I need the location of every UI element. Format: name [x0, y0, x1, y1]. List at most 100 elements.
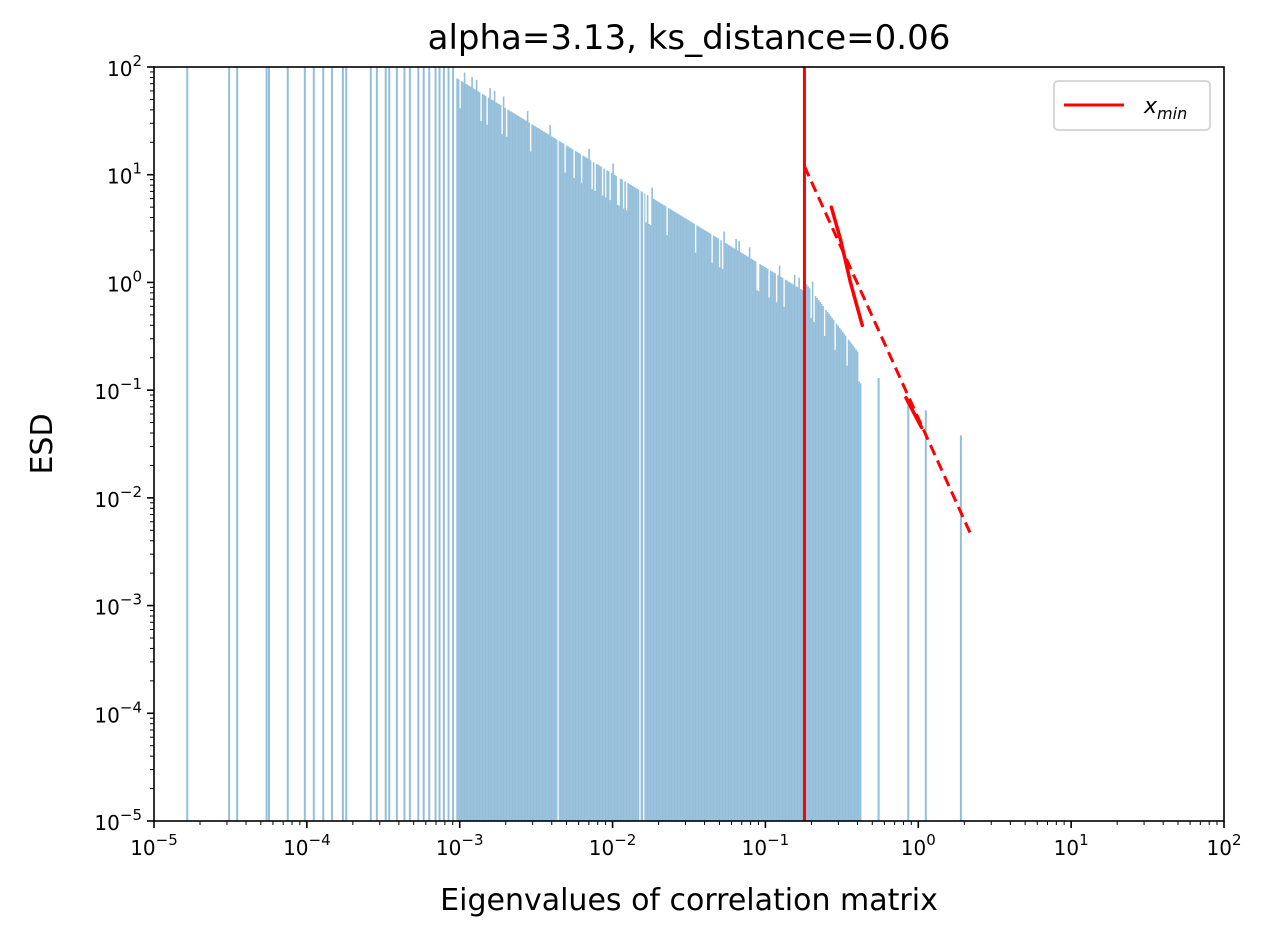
histogram-bar — [492, 100, 494, 821]
histogram-bar — [784, 279, 787, 821]
histogram-bar — [322, 67, 325, 821]
histogram-bar — [384, 67, 387, 821]
histogram-bar — [640, 191, 643, 822]
histogram-bar — [493, 90, 496, 822]
histogram-bar — [484, 95, 487, 822]
histogram-bar — [763, 266, 766, 821]
histogram-bar — [703, 230, 706, 822]
histogram-bar — [829, 315, 832, 821]
histogram-bar — [462, 82, 464, 822]
histogram-bar — [567, 146, 569, 822]
histogram-bar — [669, 208, 671, 821]
histogram-bar — [775, 302, 778, 822]
histogram-bar — [395, 67, 398, 821]
histogram-bar — [801, 289, 803, 821]
histogram-bar — [841, 331, 844, 821]
histogram-bar — [522, 118, 524, 821]
histogram-bar — [840, 329, 842, 821]
histogram-bar — [622, 208, 625, 821]
histogram-bar — [618, 205, 620, 821]
histogram-bar — [529, 151, 532, 821]
histogram-bar — [759, 264, 761, 821]
histogram-bar — [621, 179, 623, 821]
y-tick-label: 101 — [107, 160, 142, 189]
histogram-bar — [532, 125, 535, 821]
histogram-bar — [673, 211, 676, 821]
histogram-bar — [627, 183, 629, 821]
histogram-bar — [736, 250, 739, 821]
histogram-bar — [633, 186, 635, 821]
histogram-bar — [744, 254, 746, 821]
y-tick-label: 10−5 — [94, 806, 142, 835]
histogram-bar — [610, 173, 613, 822]
histogram-bar — [573, 178, 575, 821]
histogram-bar — [490, 99, 493, 821]
histogram-bar — [696, 225, 698, 821]
histogram-gap — [639, 67, 641, 821]
histogram-bar — [814, 296, 817, 822]
histogram-bar — [417, 67, 420, 821]
histogram-bar — [834, 349, 836, 821]
x-tick-label: 10−3 — [436, 831, 484, 860]
histogram-bar — [823, 335, 826, 821]
histogram-bar — [766, 268, 769, 822]
histogram-bar — [583, 156, 586, 822]
histogram-bar — [535, 127, 538, 822]
histogram-bar — [265, 67, 268, 821]
histogram-bar — [388, 67, 391, 821]
histogram-bar — [697, 226, 700, 821]
histogram-bar — [691, 222, 694, 821]
histogram-bar — [694, 252, 697, 822]
histogram-bar — [732, 247, 734, 821]
histogram-bar — [442, 67, 445, 821]
histogram-bar — [597, 164, 599, 821]
x-axis-label: Eigenvalues of correlation matrix — [440, 883, 938, 918]
histogram-bar — [544, 132, 547, 821]
histogram-bar — [826, 311, 829, 821]
histogram-bar — [676, 213, 679, 822]
histogram-bar — [856, 351, 859, 821]
histogram-bar — [456, 78, 458, 822]
histogram-bar — [555, 139, 557, 821]
histogram-bar — [799, 288, 802, 822]
histogram-bar — [753, 260, 755, 821]
histogram-bar — [843, 333, 845, 821]
histogram-bar — [452, 67, 455, 821]
histogram-bar — [795, 286, 797, 821]
histogram-bar — [832, 319, 835, 821]
histogram-bar — [568, 147, 571, 822]
histogram-bar — [726, 243, 728, 821]
histogram-bar — [709, 233, 712, 821]
histogram-bar — [562, 143, 565, 821]
histogram-bar — [403, 67, 406, 821]
histogram-bar — [828, 313, 830, 821]
histogram-bar — [757, 291, 760, 821]
histogram-bar — [846, 365, 848, 821]
histogram-bar — [727, 244, 730, 821]
histogram-bar — [534, 126, 536, 821]
histogram-bar — [428, 67, 431, 821]
x-tick-label: 10−2 — [589, 831, 637, 860]
histogram-bar — [517, 116, 520, 821]
histogram-bar — [721, 269, 724, 821]
histogram-bar — [754, 261, 757, 821]
histogram-bar — [523, 119, 526, 821]
histogram-bar — [717, 238, 719, 821]
histogram-bar — [811, 281, 814, 821]
histogram-bar — [594, 190, 596, 821]
histogram-bar — [504, 107, 506, 822]
x-tick-label: 100 — [901, 831, 936, 860]
histogram-bar — [778, 265, 781, 821]
histogram-bar — [474, 89, 476, 821]
histogram-bar — [552, 137, 554, 822]
histogram-gap — [643, 67, 645, 821]
histogram-bar — [959, 435, 962, 821]
histogram-bar — [595, 163, 598, 821]
histogram-bar — [838, 327, 841, 821]
histogram-bar — [675, 212, 677, 821]
histogram-bar — [735, 238, 737, 822]
histogram-bar — [733, 248, 736, 821]
histogram-bar — [570, 148, 572, 821]
histogram-bar — [808, 288, 811, 821]
histogram-bar — [603, 168, 605, 822]
